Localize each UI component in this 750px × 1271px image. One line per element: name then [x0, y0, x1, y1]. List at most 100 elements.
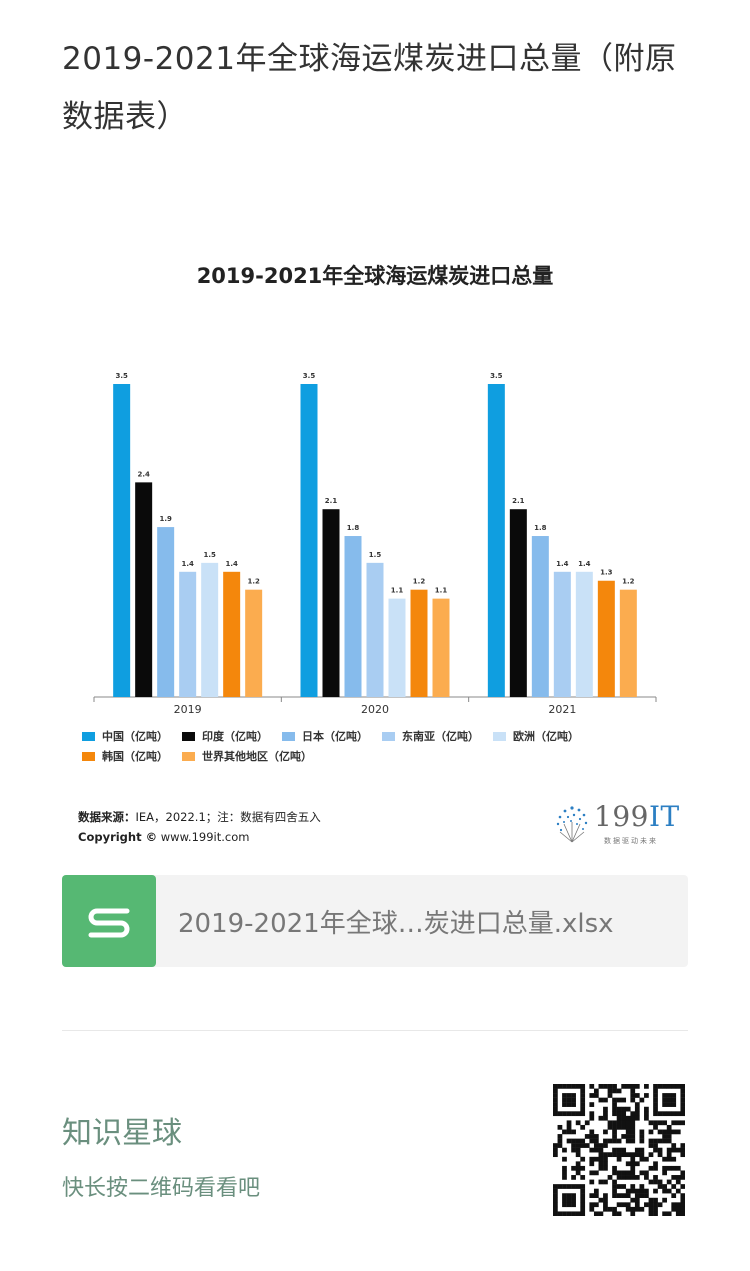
qr-module [675, 1175, 681, 1180]
legend-label: 中国（亿吨） [102, 730, 168, 743]
qr-module [639, 1134, 645, 1139]
bar-value-label: 1.1 [391, 587, 404, 595]
qr-module [630, 1097, 636, 1103]
qr-module [603, 1179, 608, 1185]
qr-code-icon[interactable] [553, 1084, 685, 1216]
qr-module [580, 1193, 586, 1198]
qr-module [630, 1156, 636, 1162]
qr-module [580, 1097, 586, 1103]
bar-value-label: 1.2 [247, 578, 260, 586]
qr-module [666, 1111, 672, 1117]
qr-module [562, 1084, 567, 1089]
qr-module [580, 1138, 586, 1144]
legend-label: 日本（亿吨） [302, 730, 368, 743]
qr-module [621, 1097, 627, 1103]
qr-module [557, 1084, 563, 1089]
attachment-file-card[interactable]: 2019-2021年全球…炭进口总量.xlsx [62, 875, 688, 967]
qr-module [671, 1156, 677, 1162]
qr-module [603, 1143, 608, 1148]
qr-module [662, 1120, 667, 1126]
qr-module [621, 1152, 627, 1158]
qr-module [634, 1202, 640, 1208]
qr-module [625, 1170, 631, 1176]
qr-module [675, 1129, 681, 1135]
qr-module [625, 1202, 631, 1208]
qr-module [680, 1084, 685, 1089]
qr-module [680, 1088, 685, 1094]
legend-label: 欧洲（亿吨） [513, 730, 579, 743]
legend-swatch [493, 731, 506, 741]
qr-module [566, 1129, 572, 1135]
legend-swatch [282, 731, 295, 741]
qr-module [657, 1184, 663, 1189]
legend-item: 中国（亿吨） [82, 730, 168, 743]
qr-module [662, 1165, 667, 1171]
legend-item: 欧洲（亿吨） [493, 730, 579, 743]
qr-module [589, 1129, 595, 1135]
legend-swatch [82, 731, 95, 741]
qr-module [562, 1170, 567, 1176]
qr-module [589, 1193, 595, 1198]
qr-module [589, 1161, 595, 1167]
qr-module [553, 1088, 558, 1094]
qr-module [657, 1179, 663, 1185]
qr-module [607, 1124, 613, 1130]
qr-module [675, 1084, 681, 1089]
qr-module [566, 1184, 572, 1189]
qr-module [580, 1124, 586, 1130]
qr-module [625, 1084, 631, 1089]
qr-module [634, 1106, 640, 1112]
qr-module [571, 1211, 576, 1216]
chart-legend: 中国（亿吨） 印度（亿吨） 日本（亿吨） 东南亚（亿吨） 欧洲（亿吨） 韩国（亿吨） 世界其… [82, 730, 682, 763]
qr-module [653, 1143, 658, 1148]
qr-module [616, 1156, 622, 1162]
qr-module [575, 1170, 581, 1176]
qr-module [566, 1197, 572, 1203]
qr-module [612, 1206, 617, 1212]
qr-module [603, 1097, 608, 1103]
qr-module [621, 1106, 627, 1112]
qr-module [634, 1188, 640, 1194]
qr-module [621, 1115, 627, 1121]
qr-module [616, 1124, 622, 1130]
qr-module [630, 1084, 636, 1089]
chart-card[interactable]: 2019-2021年全球海运煤炭进口总量 3.5 2.4 1.9 1.4 1.5 1.4 1… [62, 228, 688, 858]
qr-module [571, 1093, 576, 1098]
qr-module [612, 1211, 617, 1216]
qr-module [625, 1188, 631, 1194]
qr-module [680, 1143, 685, 1148]
qr-module [575, 1152, 581, 1158]
qr-module [625, 1129, 631, 1135]
qr-module [666, 1179, 672, 1185]
qr-module [603, 1129, 608, 1135]
qr-module [666, 1211, 672, 1216]
qr-module [630, 1088, 636, 1094]
qr-module [557, 1143, 563, 1148]
qr-module [666, 1152, 672, 1158]
qr-module [653, 1206, 658, 1212]
qr-module [639, 1129, 645, 1135]
bar-value-label: 3.5 [115, 372, 128, 380]
qr-module [553, 1106, 558, 1112]
qr-module [553, 1097, 558, 1103]
bar-value-label: 2.1 [512, 497, 525, 505]
qr-module [666, 1093, 672, 1098]
qr-module [580, 1156, 586, 1162]
qr-module [603, 1115, 608, 1121]
qr-module [607, 1093, 613, 1098]
bar-value-label: 1.2 [622, 578, 635, 586]
qr-module [603, 1193, 608, 1198]
qr-module [553, 1147, 558, 1153]
qr-module [553, 1193, 558, 1198]
bar [113, 384, 131, 697]
bar-value-label: 2.1 [325, 497, 338, 505]
qr-module [612, 1184, 617, 1189]
qr-module [644, 1188, 649, 1194]
qr-module [616, 1115, 622, 1121]
qr-module [562, 1129, 567, 1135]
qr-module [616, 1152, 622, 1158]
qr-module [557, 1211, 563, 1216]
qr-module [603, 1111, 608, 1117]
qr-module [621, 1134, 627, 1139]
qr-module [680, 1120, 685, 1126]
